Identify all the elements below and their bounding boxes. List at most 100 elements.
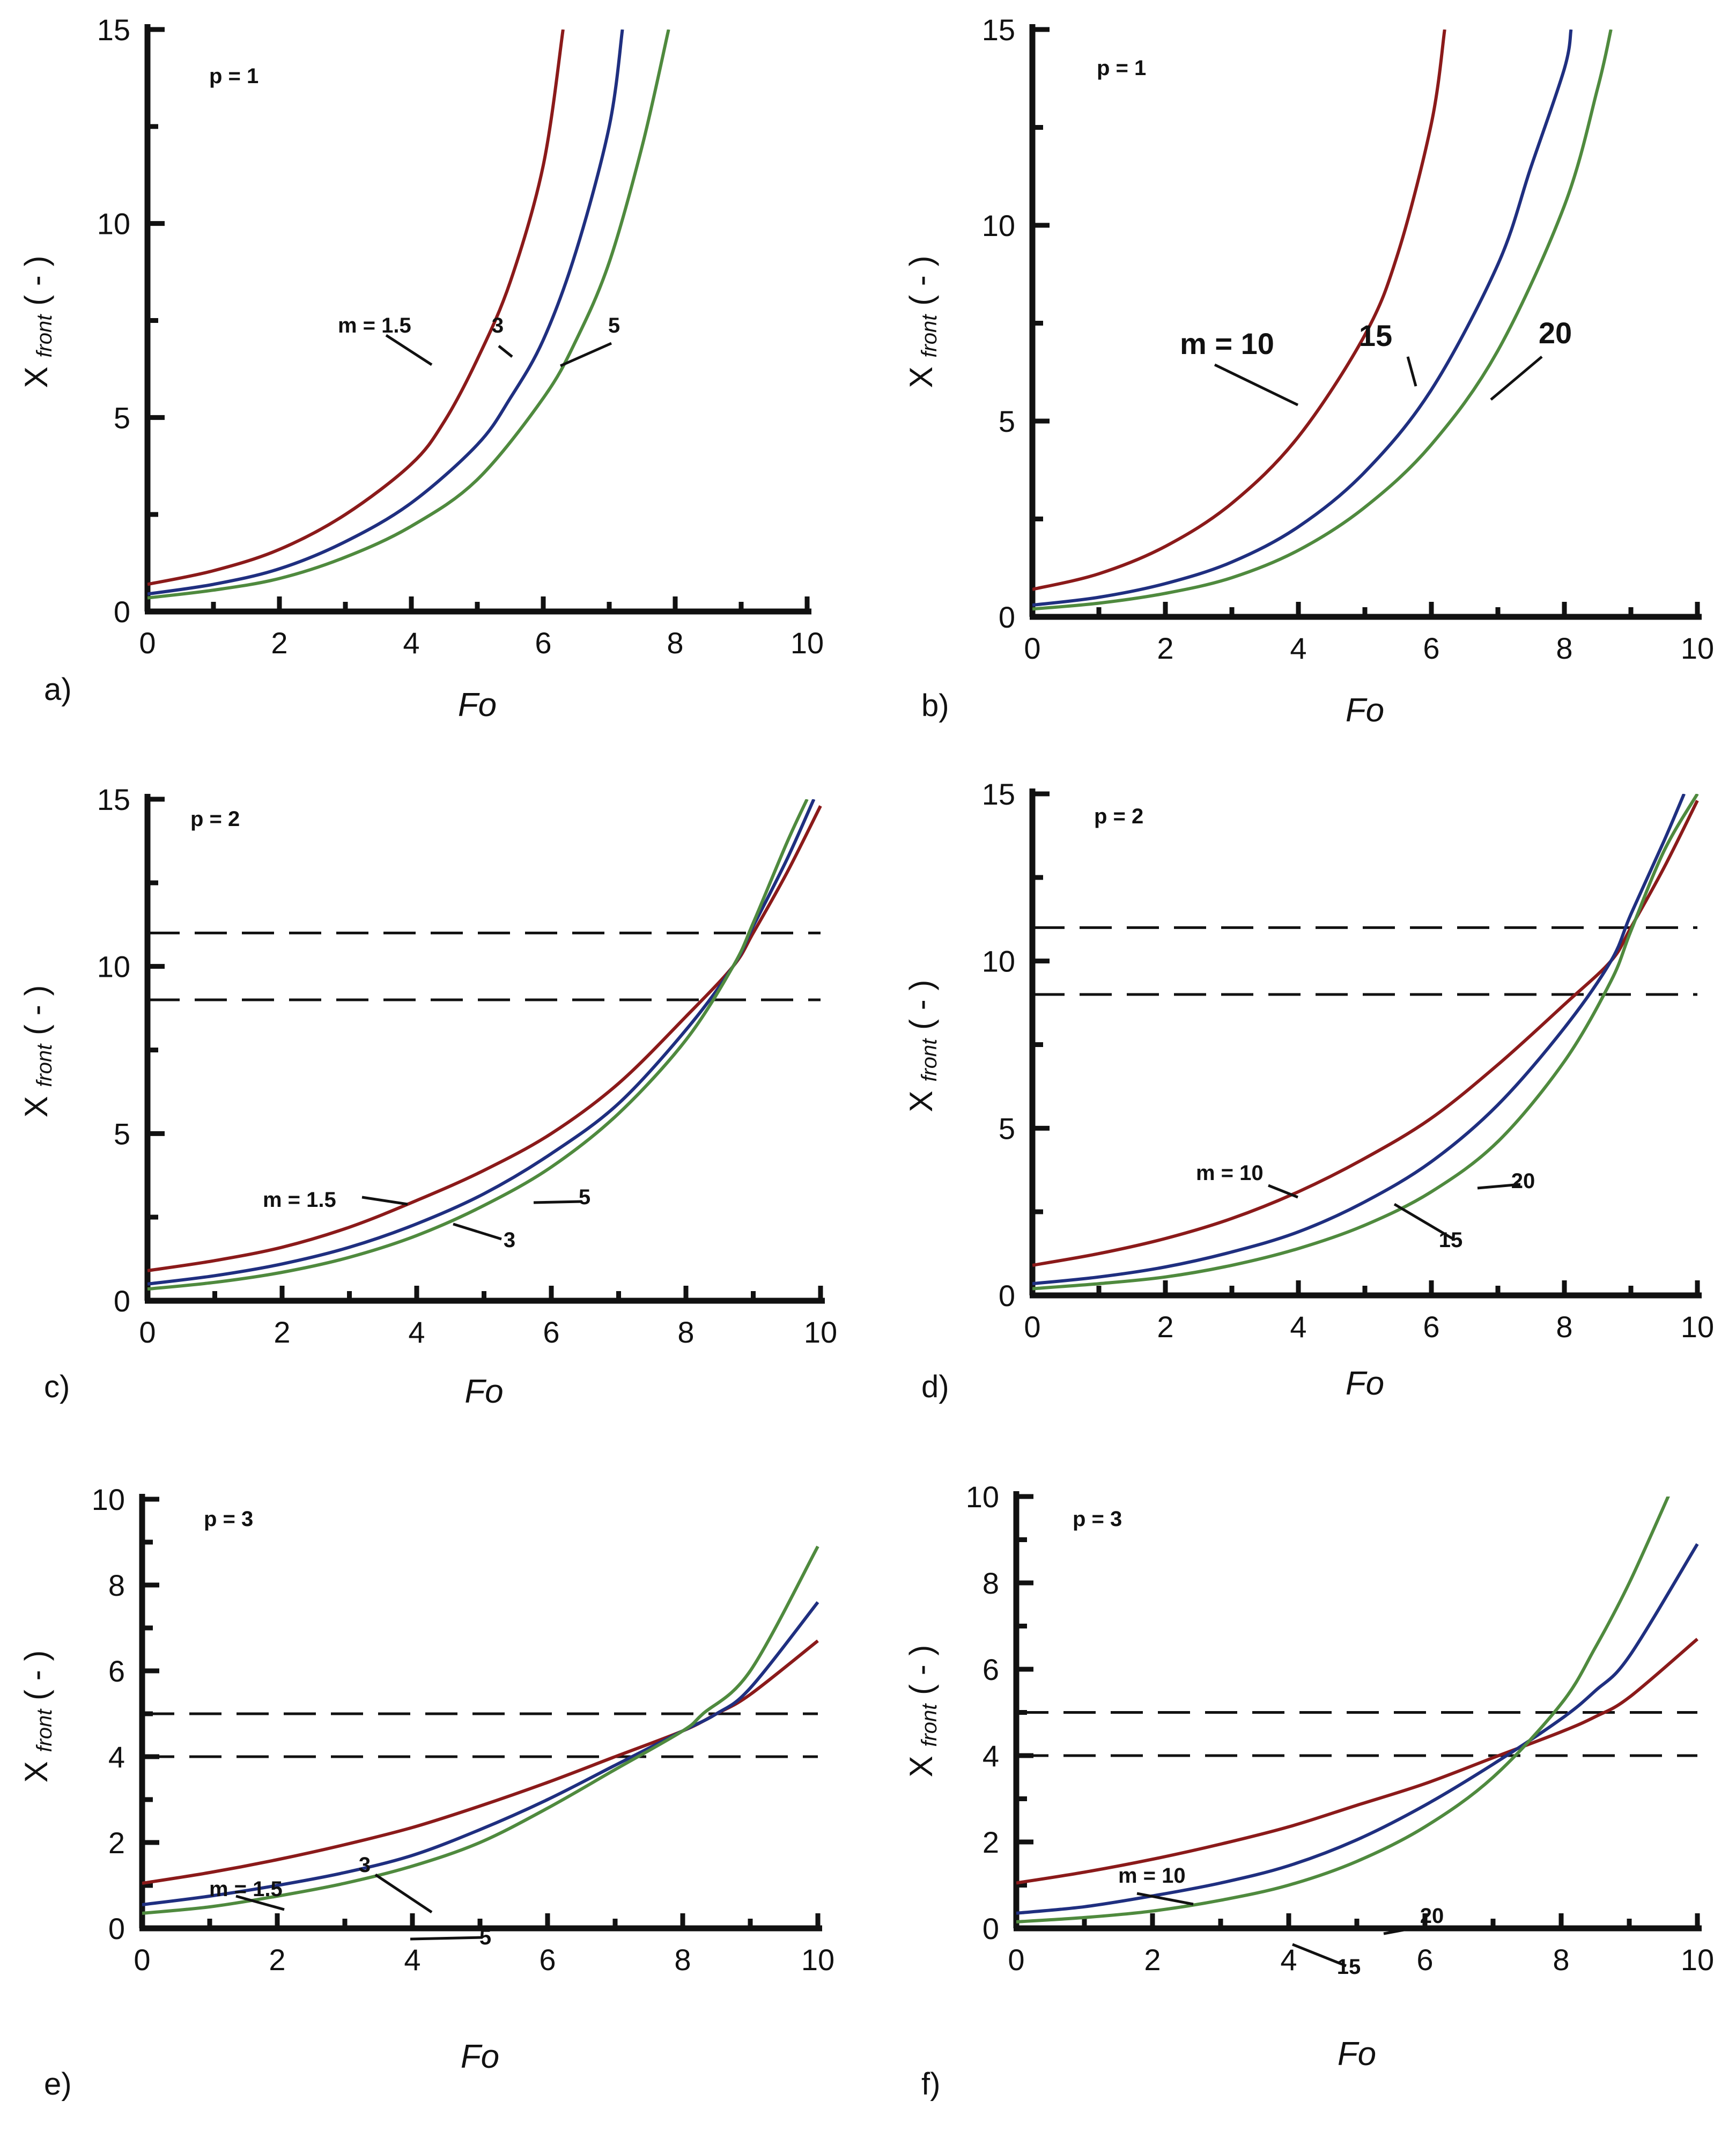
chart-1: 0 2 4 6 8 10 0 5 10 15 Fo X front ( - ) p = 1 a) m = 1… — [18, 13, 824, 724]
x-tick-label: 8 — [1556, 631, 1572, 665]
x-tick-label: 8 — [1556, 1310, 1572, 1344]
series-line-2 — [142, 1601, 819, 1906]
x-tick-label: 0 — [139, 626, 156, 660]
x-axis-label: Fo — [461, 2038, 499, 2075]
x-tick-label: 4 — [408, 1315, 425, 1349]
series-annotation: 20 — [1539, 316, 1572, 350]
panel-label: f) — [921, 2067, 940, 2102]
annotation-leader-line — [498, 345, 513, 358]
y-tick-label: 10 — [982, 209, 1015, 242]
y-tick-label: 6 — [982, 1653, 999, 1686]
panel-label: a) — [44, 672, 72, 707]
x-tick-label: 6 — [1416, 1943, 1433, 1977]
annotation-leader-line — [1268, 1184, 1298, 1199]
series-annotation: 20 — [1511, 1169, 1535, 1193]
x-tick-label: 4 — [1290, 1310, 1306, 1344]
series-line-1 — [147, 805, 822, 1272]
x-tick-label: 8 — [1553, 1943, 1569, 1977]
y-tick-label: 15 — [982, 13, 1015, 47]
y-axis-label: X front ( - ) — [18, 256, 56, 388]
y-axis-label: X front ( - ) — [18, 985, 56, 1118]
y-tick-label: 0 — [114, 1284, 130, 1318]
y-tick-label: 5 — [999, 1111, 1015, 1145]
x-tick-label: 6 — [539, 1943, 556, 1977]
series-annotation: 5 — [579, 1185, 590, 1209]
x-tick-label: 0 — [1024, 631, 1040, 665]
y-tick-label: 5 — [114, 1117, 130, 1151]
x-tick-label: 2 — [271, 626, 287, 660]
parameter-label: p = 1 — [1097, 56, 1146, 80]
parameter-label: p = 1 — [209, 64, 258, 88]
series-annotation: 3 — [504, 1228, 515, 1252]
y-tick-label: 2 — [982, 1825, 999, 1859]
x-tick-label: 4 — [404, 1943, 420, 1977]
series-annotation: m = 1.5 — [263, 1188, 336, 1212]
x-tick-label: 10 — [1681, 1310, 1714, 1344]
series-line-1 — [1016, 1638, 1698, 1885]
annotation-leader-line — [1292, 1943, 1347, 1967]
y-tick-label: 10 — [97, 950, 130, 984]
annotation-leader-line — [361, 1196, 408, 1206]
y-tick-label: 10 — [966, 1480, 999, 1514]
x-tick-label: 2 — [1157, 631, 1173, 665]
series-line-3 — [142, 1545, 819, 1915]
parameter-label: p = 2 — [190, 807, 240, 831]
series-line-1 — [1032, 800, 1699, 1267]
annotation-leader-line — [385, 334, 433, 366]
x-tick-label: 2 — [274, 1315, 290, 1349]
x-tick-label: 8 — [667, 626, 683, 660]
series-annotation: 3 — [492, 314, 504, 337]
parameter-label: p = 3 — [1073, 1507, 1122, 1531]
series-annotation: m = 10 — [1196, 1161, 1264, 1185]
x-tick-label: 8 — [674, 1943, 691, 1977]
y-axis-label: X front ( - ) — [18, 1650, 56, 1783]
series-line-3 — [147, 30, 670, 600]
y-tick-label: 10 — [982, 945, 1015, 978]
series-line-1 — [142, 1639, 819, 1885]
chart-3: 0 2 4 6 8 10 0 5 10 15 Fo X front ( - ) p = 2 c) m = 1… — [18, 783, 837, 1410]
series-line-2 — [147, 30, 624, 596]
y-tick-label: 0 — [982, 1912, 999, 1945]
annotation-leader-line — [559, 342, 612, 367]
x-tick-label: 2 — [1144, 1943, 1161, 1977]
annotation-leader-line — [1393, 1203, 1454, 1241]
y-tick-label: 4 — [108, 1740, 125, 1774]
annotation-leader-line — [1214, 363, 1299, 407]
x-axis-label: Fo — [1346, 692, 1384, 729]
y-tick-label: 6 — [108, 1654, 125, 1688]
x-tick-label: 6 — [1423, 631, 1439, 665]
y-tick-label: 15 — [982, 777, 1015, 811]
y-axis-label: X front ( - ) — [903, 256, 941, 388]
series-annotation: 5 — [479, 1926, 491, 1949]
chart-6: 0 2 4 6 8 10 0 2 4 6 8 10 Fo X front ( - ) p = 3 f) m = … — [903, 1480, 1714, 2102]
annotation-leader-line — [1383, 1925, 1422, 1935]
chart-2: 0 2 4 6 8 10 0 5 10 15 Fo X front ( - ) p = 1 b) m = 1… — [903, 13, 1714, 729]
series-annotation: 15 — [1439, 1228, 1463, 1252]
x-tick-label: 10 — [791, 626, 824, 660]
annotation-leader-line — [410, 1936, 483, 1941]
annotation-leader-line — [453, 1222, 502, 1241]
x-axis-label: Fo — [1338, 2036, 1376, 2073]
series-annotation: 20 — [1420, 1904, 1444, 1928]
parameter-label: p = 2 — [1094, 805, 1143, 828]
y-tick-label: 0 — [999, 600, 1015, 634]
y-tick-label: 10 — [92, 1483, 125, 1516]
series-line-3 — [1032, 794, 1699, 1291]
x-tick-label: 4 — [1280, 1943, 1297, 1977]
series-annotation: 5 — [608, 314, 620, 337]
y-tick-label: 0 — [108, 1912, 125, 1945]
x-axis-label: Fo — [458, 687, 497, 724]
y-tick-label: 15 — [97, 13, 130, 47]
x-tick-label: 4 — [1290, 631, 1306, 665]
y-tick-label: 0 — [114, 595, 130, 629]
x-tick-label: 6 — [1423, 1310, 1439, 1344]
x-tick-label: 6 — [543, 1315, 559, 1349]
series-line-2 — [147, 799, 816, 1286]
x-tick-label: 0 — [1008, 1943, 1024, 1977]
x-tick-label: 10 — [1681, 1943, 1714, 1977]
x-tick-label: 6 — [535, 626, 551, 660]
y-tick-label: 10 — [97, 207, 130, 241]
series-annotation: m = 1.5 — [338, 314, 411, 337]
annotation-leader-line — [235, 1895, 285, 1911]
x-tick-label: 2 — [269, 1943, 285, 1977]
